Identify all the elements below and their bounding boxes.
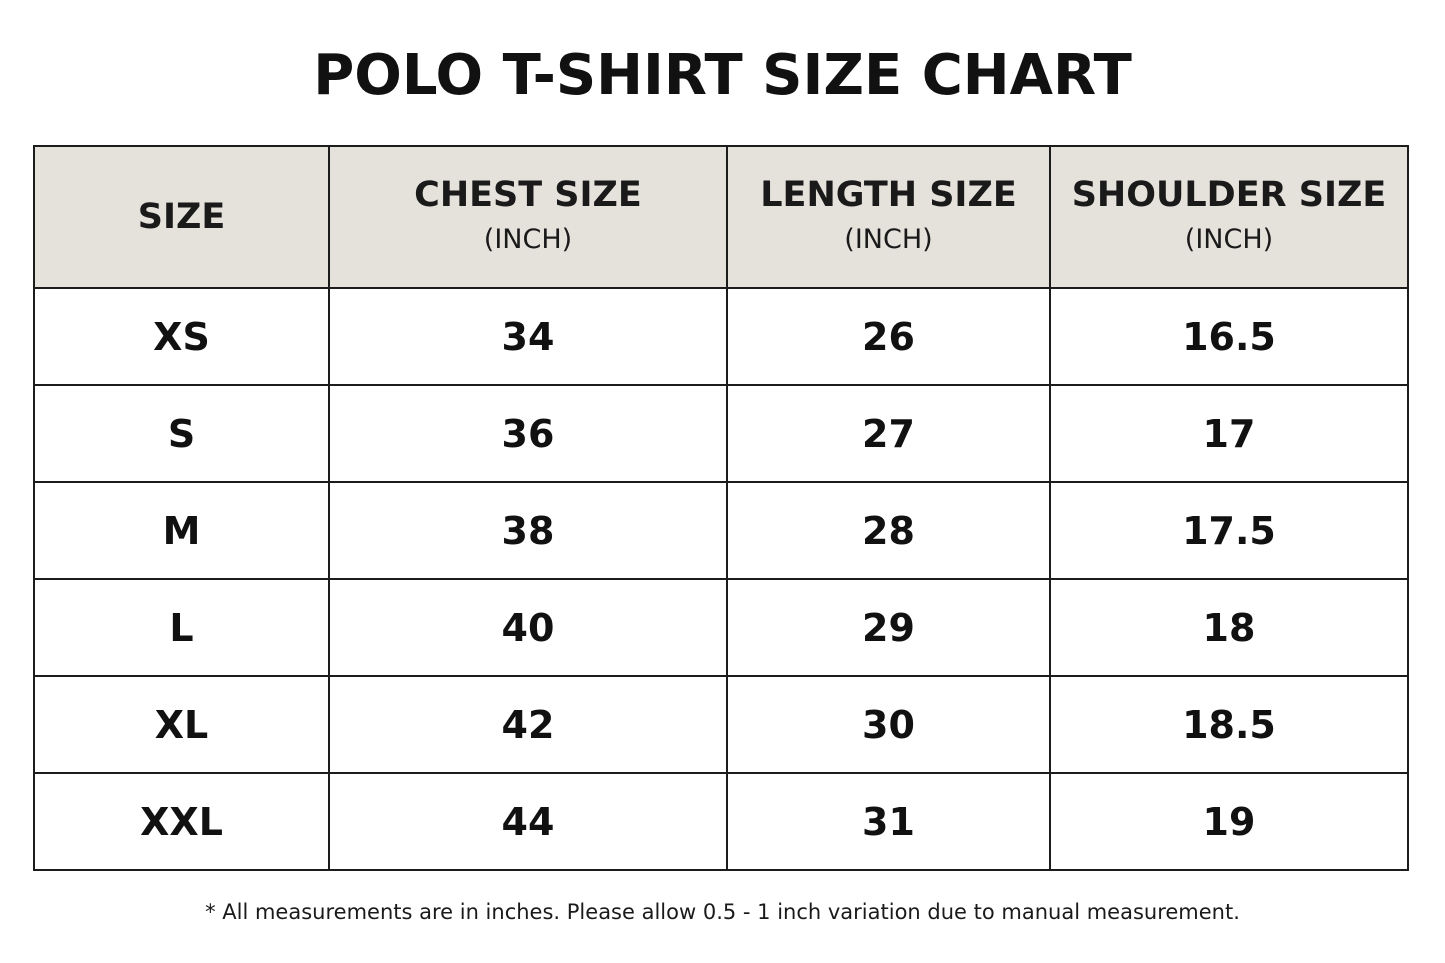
header-chest-size-label: CHEST SIZE: [414, 175, 642, 215]
table-header-row: SIZE CHEST SIZE (INCH) LENGTH SIZE (INCH…: [33, 145, 1409, 289]
shoulder-cell: 18: [1049, 578, 1409, 677]
header-chest-size: CHEST SIZE (INCH): [328, 145, 728, 289]
shoulder-value: 17: [1202, 411, 1256, 456]
size-value: XS: [153, 314, 210, 359]
shoulder-value: 16.5: [1182, 314, 1276, 359]
chest-value: 44: [501, 799, 555, 844]
length-cell: 30: [726, 675, 1051, 774]
shoulder-value: 17.5: [1182, 508, 1276, 553]
length-cell: 27: [726, 384, 1051, 483]
size-value: S: [167, 411, 196, 456]
header-size: SIZE: [33, 145, 330, 289]
size-value: XXL: [140, 799, 223, 844]
chest-cell: 36: [328, 384, 728, 483]
chest-cell: 42: [328, 675, 728, 774]
length-cell: 31: [726, 772, 1051, 871]
table-row: XL 42 30 18.5: [33, 675, 1409, 774]
chest-cell: 40: [328, 578, 728, 677]
shoulder-cell: 17: [1049, 384, 1409, 483]
shoulder-value: 18: [1202, 605, 1256, 650]
chest-cell: 34: [328, 287, 728, 386]
shoulder-value: 18.5: [1182, 702, 1276, 747]
size-cell: L: [33, 578, 330, 677]
header-length-size-label: LENGTH SIZE: [760, 175, 1017, 215]
header-length-size-unit: (INCH): [844, 224, 933, 255]
length-value: 31: [862, 799, 915, 844]
shoulder-cell: 19: [1049, 772, 1409, 871]
shoulder-cell: 18.5: [1049, 675, 1409, 774]
table-row: XXL 44 31 19: [33, 772, 1409, 871]
table-row: S 36 27 17: [33, 384, 1409, 483]
length-value: 30: [862, 702, 915, 747]
size-cell: XL: [33, 675, 330, 774]
size-value: XL: [154, 702, 209, 747]
size-cell: M: [33, 481, 330, 580]
chest-value: 34: [501, 314, 555, 359]
header-chest-size-unit: (INCH): [483, 224, 573, 255]
length-value: 26: [862, 314, 915, 359]
length-value: 28: [862, 508, 915, 553]
size-cell: S: [33, 384, 330, 483]
page-title: POLO T-SHIRT SIZE CHART: [313, 43, 1132, 108]
length-value: 29: [862, 605, 915, 650]
chest-value: 36: [501, 411, 555, 456]
length-cell: 26: [726, 287, 1051, 386]
size-value: L: [169, 605, 194, 650]
chest-cell: 38: [328, 481, 728, 580]
size-cell: XXL: [33, 772, 330, 871]
chest-cell: 44: [328, 772, 728, 871]
shoulder-cell: 16.5: [1049, 287, 1409, 386]
shoulder-value: 19: [1202, 799, 1256, 844]
header-shoulder-size-label: SHOULDER SIZE: [1071, 175, 1387, 215]
header-shoulder-size: SHOULDER SIZE (INCH): [1049, 145, 1409, 289]
shoulder-cell: 17.5: [1049, 481, 1409, 580]
measurement-footnote: * All measurements are in inches. Please…: [205, 900, 1240, 924]
length-value: 27: [862, 411, 915, 456]
length-cell: 28: [726, 481, 1051, 580]
length-cell: 29: [726, 578, 1051, 677]
header-shoulder-size-unit: (INCH): [1184, 224, 1274, 255]
size-cell: XS: [33, 287, 330, 386]
size-chart-table: SIZE CHEST SIZE (INCH) LENGTH SIZE (INCH…: [33, 145, 1409, 871]
chest-value: 42: [501, 702, 555, 747]
chest-value: 40: [501, 605, 555, 650]
size-value: M: [162, 508, 201, 553]
table-row: L 40 29 18: [33, 578, 1409, 677]
header-length-size: LENGTH SIZE (INCH): [726, 145, 1051, 289]
table-row: XS 34 26 16.5: [33, 287, 1409, 386]
header-size-label: SIZE: [137, 197, 226, 237]
chest-value: 38: [501, 508, 555, 553]
table-row: M 38 28 17.5: [33, 481, 1409, 580]
